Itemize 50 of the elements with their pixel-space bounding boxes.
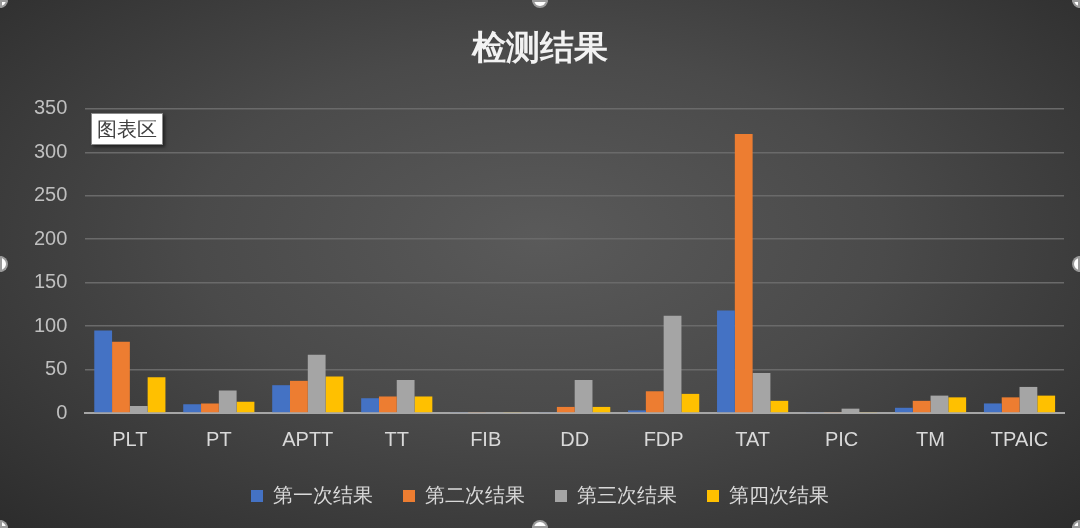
x-tick-label: TT: [384, 427, 409, 450]
y-tick-label: 350: [33, 96, 68, 119]
bar: [414, 396, 433, 413]
bar: [717, 310, 735, 413]
y-tick-label: 150: [33, 270, 68, 293]
legend-label: 第四次结果: [729, 483, 829, 506]
y-tick-label: 250: [33, 183, 68, 206]
y-tick-label: 200: [33, 226, 68, 249]
bar: [1001, 397, 1020, 413]
bar: [948, 397, 967, 413]
x-tick-label: APTT: [282, 427, 334, 450]
chart-title: 检测结果: [471, 27, 608, 66]
x-tick-label: DD: [560, 427, 590, 450]
x-tick-label: TM: [916, 427, 945, 450]
annotation: 图表区: [91, 113, 163, 145]
bar: [272, 385, 290, 413]
y-tick-label: 300: [33, 139, 68, 162]
x-tick-label: FIB: [470, 427, 502, 450]
y-tick-label: 0: [56, 400, 68, 423]
bar: [681, 393, 700, 413]
bar: [734, 134, 753, 413]
bar: [378, 396, 397, 413]
bar: [183, 404, 202, 413]
x-tick-label: FDP: [643, 427, 684, 450]
legend-label: 第二次结果: [425, 483, 525, 506]
x-tick-label: TPAIC: [990, 427, 1049, 450]
y-tick-label: 50: [45, 357, 68, 380]
legend-label: 第三次结果: [577, 483, 677, 506]
bar: [94, 330, 113, 413]
bar: [325, 376, 344, 413]
x-tick-label: TAT: [735, 427, 771, 450]
bar: [645, 391, 664, 413]
bar: [147, 377, 166, 413]
bar: [556, 406, 575, 413]
bar: [1037, 395, 1056, 413]
x-tick-label: PLT: [112, 427, 148, 450]
legend-label: 第一次结果: [273, 483, 373, 506]
bar: [112, 341, 130, 413]
bar: [289, 380, 308, 413]
bar: [770, 400, 789, 413]
bar: [236, 401, 255, 413]
y-tick-label: 100: [33, 313, 68, 336]
bar: [912, 400, 931, 413]
x-tick-label: PIC: [824, 427, 859, 450]
bar: [361, 398, 379, 413]
bar: [894, 407, 913, 413]
bar: [983, 403, 1002, 413]
bar: [201, 403, 219, 413]
x-tick-label: PT: [206, 427, 232, 450]
bar: [592, 406, 611, 413]
